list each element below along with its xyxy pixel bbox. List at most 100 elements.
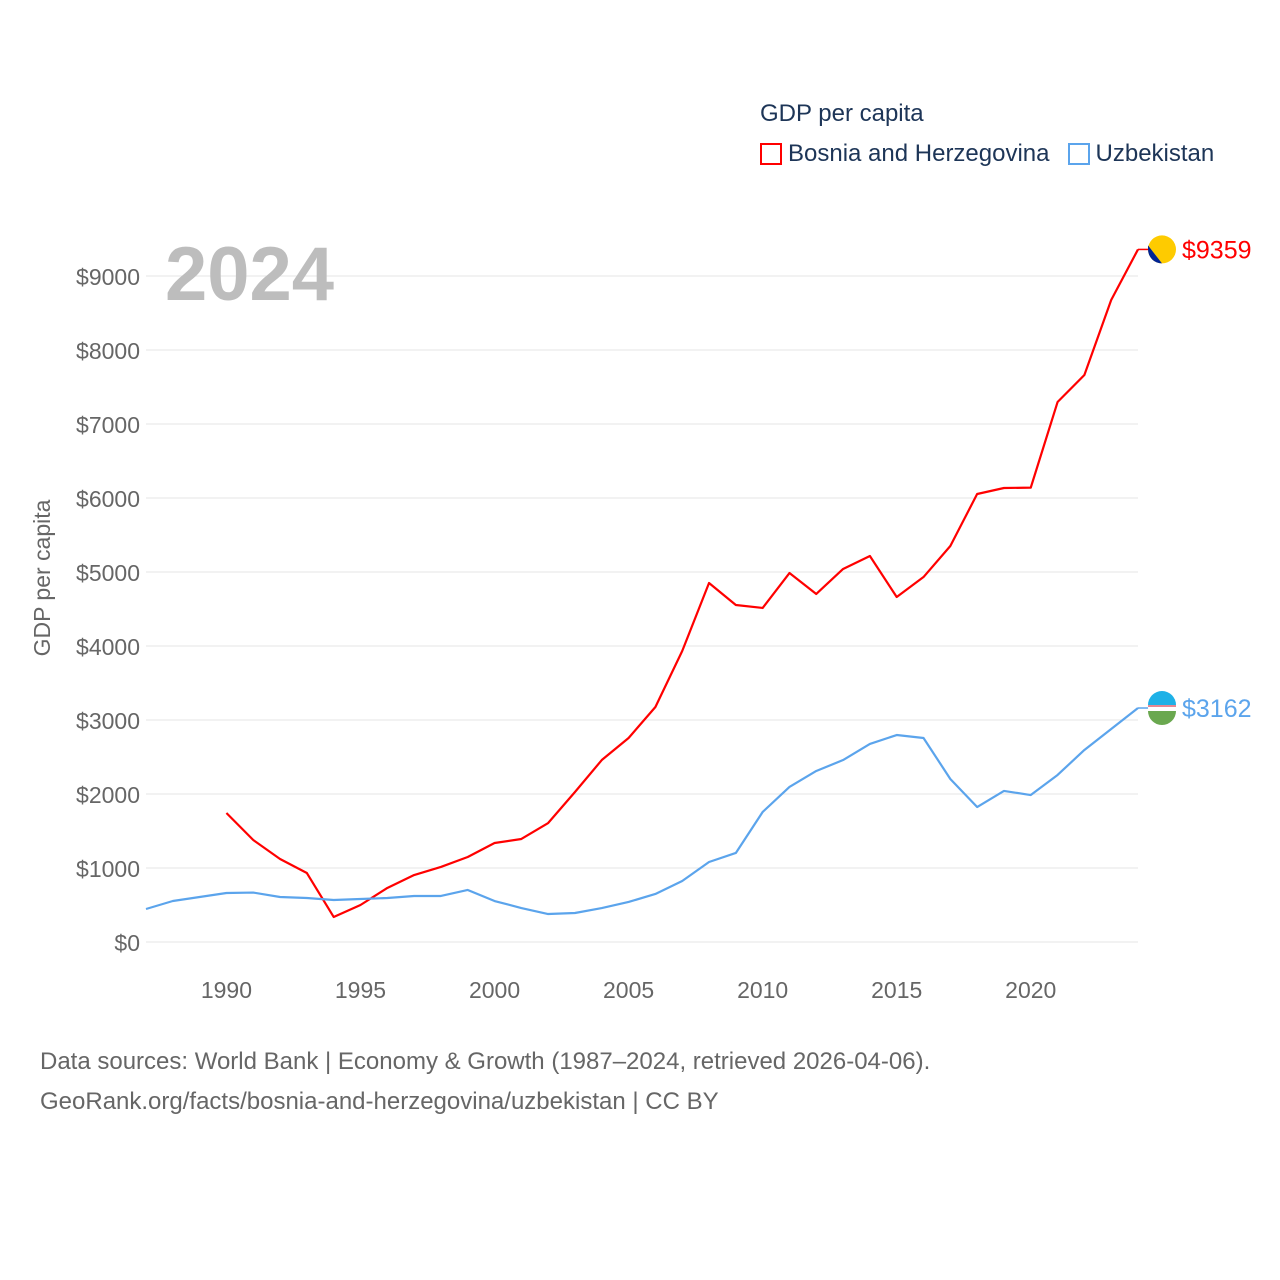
y-axis-label: GDP per capita [29, 499, 55, 656]
data-point [1056, 773, 1060, 777]
data-point [251, 891, 255, 895]
data-point [627, 736, 631, 740]
footer: Data sources: World Bank | Economy & Gro… [40, 1042, 930, 1122]
data-point [1109, 298, 1113, 302]
data-point [358, 897, 362, 901]
data-point [439, 865, 443, 869]
data-point [412, 873, 416, 877]
data-point [1029, 793, 1033, 797]
data-point [841, 567, 845, 571]
x-tick-label: 2005 [603, 977, 654, 1003]
data-point [600, 758, 604, 762]
x-tick-label: 2015 [871, 977, 922, 1003]
data-point [305, 896, 309, 900]
data-point [948, 544, 952, 548]
flag-uzbekistan-icon [1148, 711, 1176, 726]
data-point [868, 554, 872, 558]
data-point [224, 891, 228, 895]
data-point [868, 742, 872, 746]
data-point [332, 915, 336, 919]
data-point [600, 906, 604, 910]
x-tick-label: 2020 [1005, 977, 1056, 1003]
data-point [519, 906, 523, 910]
data-point [895, 595, 899, 599]
data-point [975, 492, 979, 496]
data-point [546, 912, 550, 916]
data-point [975, 805, 979, 809]
data-point [787, 571, 791, 575]
data-point [385, 886, 389, 890]
data-point [922, 575, 926, 579]
y-tick-label: $7000 [76, 412, 140, 438]
data-point [493, 899, 497, 903]
data-point [1082, 748, 1086, 752]
data-point [278, 895, 282, 899]
data-point [493, 841, 497, 845]
y-tick-label: $3000 [76, 708, 140, 734]
x-tick-label: 2010 [737, 977, 788, 1003]
data-point [546, 821, 550, 825]
data-point [305, 871, 309, 875]
data-point [761, 810, 765, 814]
data-point [573, 911, 577, 915]
series-line-0[interactable] [225, 248, 1139, 919]
data-point [439, 894, 443, 898]
data-point [1002, 789, 1006, 793]
legend-swatch-bosnia [760, 143, 782, 165]
legend-item-bosnia[interactable]: Bosnia and Herzegovina [760, 140, 1050, 168]
legend-title: GDP per capita [760, 100, 924, 127]
data-point [680, 649, 684, 653]
data-point [224, 811, 228, 815]
legend-label: Bosnia and Herzegovina [788, 140, 1050, 167]
data-point [814, 592, 818, 596]
y-tick-label: $0 [114, 930, 140, 956]
legend-label: Uzbekistan [1095, 140, 1215, 167]
data-point [841, 758, 845, 762]
series-line-1[interactable] [145, 707, 1139, 916]
data-point [895, 733, 899, 737]
data-point [948, 777, 952, 781]
x-tick-label: 2000 [469, 977, 520, 1003]
data-point [1002, 486, 1006, 490]
data-point [519, 837, 523, 841]
x-tick-label: 1995 [335, 977, 386, 1003]
data-sources: Data sources: World Bank | Economy & Gro… [40, 1048, 931, 1075]
legend: GDP per capita Bosnia and Herzegovina Uz… [760, 100, 1214, 168]
legend-swatch-uzbekistan [1067, 143, 1090, 165]
data-point [144, 907, 148, 911]
legend-item-uzbekistan[interactable]: Uzbekistan [1067, 140, 1215, 168]
data-point [680, 879, 684, 883]
data-point [707, 581, 711, 585]
data-point [278, 857, 282, 861]
y-tick-label: $5000 [76, 560, 140, 586]
data-point [1029, 486, 1033, 490]
data-point [734, 851, 738, 855]
line-chart: $0 $1000 $2000 $3000 $4000 $5000 $6000 $7000 $80… [29, 232, 1252, 1003]
data-point [653, 892, 657, 896]
x-tick-label: 1990 [201, 977, 252, 1003]
data-point [251, 838, 255, 842]
source-link[interactable]: GeoRank.org/facts/bosnia-and-herzegovina… [40, 1088, 719, 1115]
data-point [573, 790, 577, 794]
data-point [814, 769, 818, 773]
data-point [707, 860, 711, 864]
y-tick-label: $8000 [76, 338, 140, 364]
data-point [1109, 727, 1113, 731]
data-point [653, 705, 657, 709]
data-point [922, 736, 926, 740]
data-point [385, 896, 389, 900]
y-tick-label: $4000 [76, 634, 140, 660]
flag-uzbekistan-icon [1148, 691, 1176, 706]
y-tick-label: $9000 [76, 264, 140, 290]
y-tick-label: $2000 [76, 782, 140, 808]
data-point [1056, 400, 1060, 404]
data-point [734, 603, 738, 607]
data-point [1082, 373, 1086, 377]
data-point [171, 899, 175, 903]
end-value-label: $3162 [1182, 695, 1252, 723]
data-point [466, 888, 470, 892]
data-point [787, 785, 791, 789]
flag-bosnia-icon [1148, 245, 1162, 264]
year-label: 2024 [165, 232, 334, 317]
